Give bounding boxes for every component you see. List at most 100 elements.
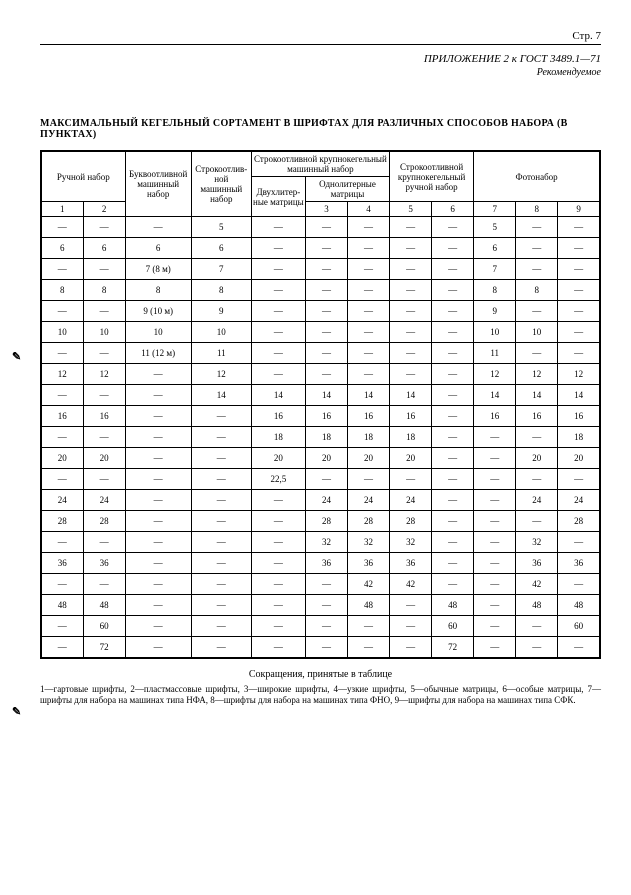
table-cell: 10: [191, 322, 251, 343]
table-cell: —: [432, 280, 474, 301]
table-cell: 8: [474, 280, 516, 301]
table-cell: —: [125, 406, 191, 427]
table-cell: 20: [558, 448, 600, 469]
table-cell: —: [516, 301, 558, 322]
table-cell: 12: [558, 364, 600, 385]
table-cell: —: [41, 427, 83, 448]
table-cell: 24: [516, 490, 558, 511]
table-cell: 16: [558, 406, 600, 427]
table-cell: —: [125, 532, 191, 553]
table-cell: —: [432, 406, 474, 427]
th-odno: Однолитерные матрицы: [305, 177, 389, 202]
table-cell: 32: [516, 532, 558, 553]
table-cell: —: [432, 553, 474, 574]
table-cell: —: [191, 574, 251, 595]
table-cell: 36: [347, 553, 389, 574]
table-cell: 72: [432, 637, 474, 659]
table-cell: 9: [474, 301, 516, 322]
table-cell: 12: [191, 364, 251, 385]
table-cell: —: [516, 616, 558, 637]
table-cell: 16: [347, 406, 389, 427]
table-cell: 72: [83, 637, 125, 659]
table-cell: —: [305, 637, 347, 659]
table-cell: —: [516, 217, 558, 238]
table-cell: 48: [347, 595, 389, 616]
table-cell: —: [390, 343, 432, 364]
table-cell: —: [516, 343, 558, 364]
table-cell: 48: [432, 595, 474, 616]
table-cell: 16: [516, 406, 558, 427]
table-cell: —: [558, 322, 600, 343]
th-foto: Фотонабор: [474, 151, 600, 202]
table-cell: 18: [251, 427, 305, 448]
table-cell: —: [474, 448, 516, 469]
table-cell: —: [251, 259, 305, 280]
table-cell: —: [191, 406, 251, 427]
table-cell: —: [474, 595, 516, 616]
table-cell: 18: [347, 427, 389, 448]
th-7: 7: [474, 202, 516, 217]
table-cell: —: [347, 259, 389, 280]
table-cell: —: [83, 469, 125, 490]
table-cell: 48: [558, 595, 600, 616]
table-cell: —: [305, 364, 347, 385]
table-cell: 28: [347, 511, 389, 532]
table-cell: —: [251, 343, 305, 364]
table-cell: 36: [558, 553, 600, 574]
table-cell: 8: [125, 280, 191, 301]
table-cell: —: [347, 616, 389, 637]
table-cell: —: [558, 532, 600, 553]
table-row: 6666—————6——: [41, 238, 600, 259]
table-row: ———1414141414—141414: [41, 385, 600, 406]
table-cell: —: [558, 637, 600, 659]
table-cell: —: [305, 217, 347, 238]
table-cell: —: [390, 217, 432, 238]
table-cell: 24: [41, 490, 83, 511]
table-cell: —: [516, 469, 558, 490]
table-cell: —: [251, 301, 305, 322]
table-cell: —: [390, 322, 432, 343]
table-cell: —: [191, 637, 251, 659]
table-cell: —: [432, 385, 474, 406]
th-8: 8: [516, 202, 558, 217]
table-cell: 5: [191, 217, 251, 238]
appendix-line: ПРИЛОЖЕНИЕ 2 к ГОСТ 3489.1—71: [40, 53, 601, 65]
table-cell: —: [432, 322, 474, 343]
table-cell: —: [191, 490, 251, 511]
table-cell: 48: [83, 595, 125, 616]
table-cell: 9 (10 м): [125, 301, 191, 322]
table-cell: —: [390, 259, 432, 280]
table-body: ———5—————5——6666—————6————7 (8 м)7—————7…: [41, 217, 600, 659]
table-cell: —: [474, 553, 516, 574]
table-cell: 7: [191, 259, 251, 280]
table-cell: —: [432, 259, 474, 280]
table-cell: —: [432, 448, 474, 469]
table-cell: 16: [390, 406, 432, 427]
table-cell: 16: [474, 406, 516, 427]
table-cell: 24: [347, 490, 389, 511]
table-cell: 36: [305, 553, 347, 574]
table-cell: —: [474, 637, 516, 659]
table-cell: —: [41, 574, 83, 595]
table-cell: —: [305, 238, 347, 259]
table-cell: 16: [41, 406, 83, 427]
table-cell: 20: [390, 448, 432, 469]
table-cell: —: [41, 637, 83, 659]
table-cell: —: [125, 427, 191, 448]
table-cell: —: [474, 532, 516, 553]
table-cell: 7 (8 м): [125, 259, 191, 280]
table-cell: —: [191, 511, 251, 532]
table-cell: 14: [191, 385, 251, 406]
table-cell: —: [41, 385, 83, 406]
th-dvuh: Двухлитер-ные матрицы: [251, 177, 305, 217]
table-cell: 6: [474, 238, 516, 259]
table-cell: —: [251, 637, 305, 659]
table-cell: 10: [474, 322, 516, 343]
table-cell: 16: [83, 406, 125, 427]
table-cell: —: [390, 301, 432, 322]
table-cell: —: [432, 217, 474, 238]
th-9: 9: [558, 202, 600, 217]
recommend-line: Рекомендуемое: [40, 67, 601, 78]
table-cell: —: [125, 574, 191, 595]
th-1: 1: [41, 202, 83, 217]
